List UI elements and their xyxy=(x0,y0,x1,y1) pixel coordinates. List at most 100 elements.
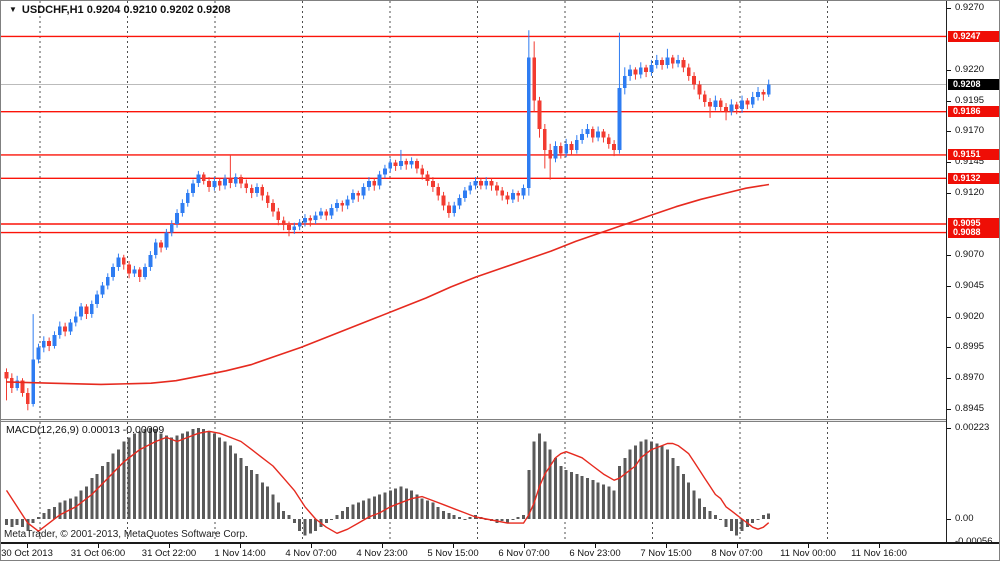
macd-histogram-bar xyxy=(586,478,589,519)
time-label: 7 Nov 15:00 xyxy=(640,548,692,559)
candle-body xyxy=(265,195,270,203)
macd-histogram-bar xyxy=(356,502,360,519)
macd-tick-label: -0.00056 xyxy=(955,536,993,547)
level-price-tag: 0.9247 xyxy=(948,30,999,42)
macd-histogram-bar xyxy=(47,508,51,519)
main-price-chart[interactable] xyxy=(1,1,946,419)
price-tick-label: 0.9170 xyxy=(955,125,985,137)
price-axis[interactable]: 0.9270 0.9220 0.9195 0.9170 0.9145 0.9120 0.90… xyxy=(946,1,999,546)
macd-histogram-bar xyxy=(516,517,520,519)
macd-histogram-bar xyxy=(623,457,627,519)
macd-tick-label: 0.00223 xyxy=(955,422,990,434)
macd-histogram-bar xyxy=(324,519,328,524)
macd-histogram-bar xyxy=(367,498,371,519)
time-axis[interactable]: 30 Oct 2013 31 Oct 06:00 31 Oct 22:00 1 Nov… xyxy=(1,542,999,560)
candle-body xyxy=(207,180,211,187)
panel-divider[interactable] xyxy=(1,419,999,422)
macd-histogram-bar xyxy=(372,496,376,519)
macd-histogram-bar xyxy=(436,506,440,519)
macd-histogram-bar xyxy=(53,506,56,519)
candle-body xyxy=(63,326,67,332)
macd-histogram-bar xyxy=(735,519,739,536)
candle-body xyxy=(169,224,174,233)
macd-histogram-bar xyxy=(559,466,563,519)
macd-histogram-bar xyxy=(287,514,291,519)
candle-body xyxy=(622,75,627,89)
candle-body xyxy=(132,269,137,274)
candle-body xyxy=(180,203,185,213)
macd-histogram-bar xyxy=(383,492,387,519)
macd-histogram-bar xyxy=(511,519,515,520)
macd-histogram-bar xyxy=(116,449,120,519)
candle-body xyxy=(676,59,680,64)
macd-histogram-bar xyxy=(548,449,552,519)
macd-plot-canvas[interactable] xyxy=(1,422,946,542)
candle-body xyxy=(431,180,435,187)
candle-body xyxy=(367,180,371,187)
candle-body xyxy=(121,257,126,265)
macd-histogram-bar xyxy=(713,514,717,519)
candle-body xyxy=(756,91,760,97)
level-price-tag: 0.9132 xyxy=(948,172,999,184)
axis-tick xyxy=(666,544,667,548)
macd-histogram-bar xyxy=(292,519,296,524)
macd-histogram-bar xyxy=(452,514,456,519)
candle-body xyxy=(292,226,297,231)
macd-histogram-bar xyxy=(330,519,334,520)
axis-tick xyxy=(947,409,951,411)
candle-body xyxy=(25,393,30,405)
candle-body xyxy=(702,94,707,102)
candle-body xyxy=(20,380,25,393)
candle-body xyxy=(484,180,489,186)
macd-histogram-bar xyxy=(10,519,14,528)
axis-tick xyxy=(169,544,170,548)
macd-histogram-bar xyxy=(543,441,547,519)
macd-histogram-bar xyxy=(532,441,536,519)
macd-histogram-bar xyxy=(639,441,643,519)
macd-histogram-bar xyxy=(335,514,339,519)
candle-body xyxy=(479,180,483,186)
copyright-text: MetaTrader, © 2001-2013, MetaQuotes Soft… xyxy=(4,529,248,540)
price-tick-label: 0.9270 xyxy=(955,2,985,14)
candle-body xyxy=(143,267,147,278)
macd-indicator-panel[interactable]: MACD(12,26,9) 0.00013 -0.00009 xyxy=(1,422,946,542)
candle-body xyxy=(383,168,387,175)
time-label: 11 Nov 16:00 xyxy=(851,548,907,559)
macd-histogram-bar xyxy=(303,519,307,536)
macd-histogram-bar xyxy=(655,443,659,519)
candle-body xyxy=(313,215,318,221)
candle-body xyxy=(457,198,462,206)
macd-histogram-bar xyxy=(74,496,78,519)
candle-body xyxy=(111,267,115,278)
candle-body xyxy=(569,143,574,150)
candle-body xyxy=(745,100,750,105)
axis-tick xyxy=(947,162,951,164)
candle-body xyxy=(628,69,632,76)
macd-signal-value: -0.00009 xyxy=(122,424,165,436)
candle-body xyxy=(644,67,648,73)
price-plot-canvas[interactable] xyxy=(1,1,946,419)
macd-histogram-bar xyxy=(164,435,168,519)
macd-histogram-bar xyxy=(15,519,19,526)
macd-histogram-bar xyxy=(431,502,435,519)
candle-body xyxy=(409,161,414,165)
chart-menu-dropdown-icon[interactable]: ▼ xyxy=(9,5,17,14)
candle-body xyxy=(116,257,121,268)
candle-body xyxy=(686,67,691,76)
level-price-tag: 0.9095 xyxy=(948,218,999,230)
candle-body xyxy=(297,222,302,227)
candle-body xyxy=(404,161,409,165)
candle-body xyxy=(239,177,243,184)
macd-histogram-bar xyxy=(218,437,222,519)
macd-histogram-bar xyxy=(633,445,637,519)
candle-body xyxy=(47,341,51,347)
candle-body xyxy=(585,129,590,134)
axis-tick xyxy=(947,131,951,133)
candle-body xyxy=(473,180,478,186)
candle-body xyxy=(105,277,110,286)
macd-histogram-bar xyxy=(31,519,35,524)
axis-tick xyxy=(947,347,951,349)
macd-histogram-bar xyxy=(63,500,67,519)
candle-body xyxy=(36,347,41,360)
candle-body xyxy=(345,199,350,206)
